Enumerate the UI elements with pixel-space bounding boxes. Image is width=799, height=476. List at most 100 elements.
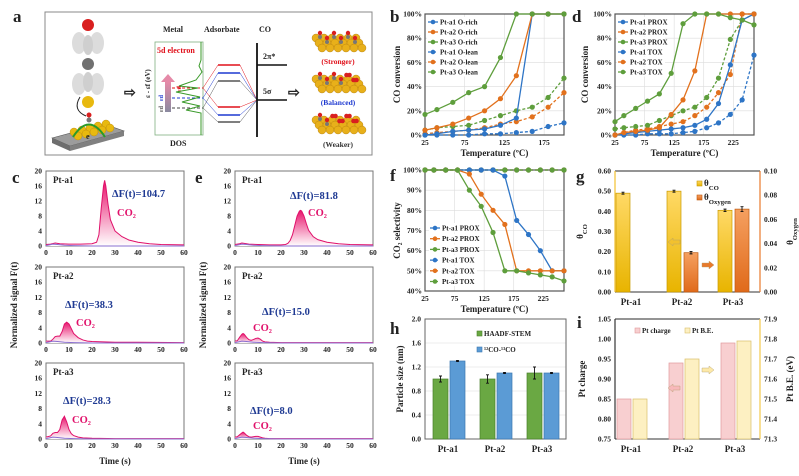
data-point bbox=[680, 108, 686, 114]
co-oxygen bbox=[338, 76, 344, 82]
error-bar bbox=[456, 359, 459, 363]
data-point bbox=[537, 268, 543, 274]
y-axis-label: θCO bbox=[575, 224, 589, 239]
gold-atom bbox=[357, 43, 367, 53]
x-axis-label: Temperature (ºC) bbox=[461, 304, 529, 314]
gold-atom bbox=[105, 123, 115, 133]
panel-label-f: f bbox=[390, 166, 396, 185]
legend-marker bbox=[620, 49, 626, 55]
data-point bbox=[481, 108, 488, 114]
bar bbox=[632, 398, 648, 440]
data-point bbox=[612, 132, 618, 138]
data-point bbox=[561, 278, 567, 284]
data-point bbox=[422, 111, 428, 118]
x-tick-label: 10 bbox=[254, 248, 262, 257]
subplot-label: Pt-a3 bbox=[242, 367, 263, 377]
x-tick-label: 60 bbox=[369, 248, 377, 257]
y-tick-label: 12 bbox=[224, 197, 232, 206]
o2-atom bbox=[347, 113, 352, 119]
x-tick-label: 30 bbox=[300, 345, 308, 354]
y-tick-label: 0% bbox=[411, 131, 422, 140]
adsorption-clusters bbox=[311, 30, 367, 135]
legend-bg bbox=[617, 37, 665, 47]
legend-swatch bbox=[476, 330, 483, 337]
panel-h-chart: 0.0 0.4 0.8 1.2 1.6 2.0 Particle size (nm) Pt-a… bbox=[395, 315, 567, 454]
x-tick-label: 50 bbox=[346, 345, 354, 354]
gold-atom bbox=[317, 43, 327, 53]
data-point bbox=[680, 129, 686, 136]
y-tick-label: 16 bbox=[224, 374, 232, 383]
data-point bbox=[692, 104, 698, 110]
x-tick-label: 125 bbox=[479, 294, 491, 303]
data-point bbox=[680, 125, 686, 131]
data-point bbox=[497, 113, 504, 119]
y-tick-label: 16 bbox=[224, 182, 232, 191]
y2-tick-label: 0.02 bbox=[764, 263, 777, 272]
legend-label-part: θ bbox=[704, 178, 709, 188]
data-point bbox=[502, 167, 508, 173]
legend-marker bbox=[430, 19, 436, 25]
data-point bbox=[668, 111, 674, 118]
eps-d-gray: εd bbox=[159, 105, 165, 112]
y2-axis-label-part: θ bbox=[785, 240, 795, 245]
data-point bbox=[621, 125, 627, 131]
legend-label: Pt-a3 TOX bbox=[442, 278, 475, 286]
y2-tick-label: 0.06 bbox=[764, 215, 777, 224]
y-tick-label: 0 bbox=[38, 339, 42, 348]
series-line bbox=[425, 122, 565, 136]
left-arrow-icon bbox=[667, 383, 681, 393]
data-point bbox=[668, 121, 674, 127]
y-tick-label: 16 bbox=[35, 374, 43, 383]
legend-swatch bbox=[476, 346, 483, 353]
y-tick-label: 50% bbox=[407, 266, 422, 275]
x-tick-label: 60 bbox=[180, 248, 188, 257]
data-point bbox=[561, 75, 567, 81]
co-carbon bbox=[346, 35, 350, 39]
legend-marker bbox=[430, 59, 436, 65]
y-tick-label: 40% bbox=[407, 287, 422, 296]
5d-electron-label: 5d electron bbox=[157, 46, 195, 55]
signal-line bbox=[234, 436, 373, 440]
subplot-pt-a2: 0 4 8 12 16 20 0 10 20 30 40 50 60 Pt-a2 ΔF(t)=38.3 CO₂ bbox=[35, 263, 189, 355]
x-tick-label: 225 bbox=[728, 138, 740, 147]
data-point bbox=[727, 36, 733, 43]
error-bar bbox=[486, 374, 489, 384]
y-tick-label: 0.40 bbox=[598, 207, 611, 216]
y2-tick-label: 0.08 bbox=[764, 191, 777, 200]
legend-label: ¹²CO-¹³CO bbox=[484, 346, 516, 354]
x-tick-label: 10 bbox=[65, 248, 73, 257]
data-point bbox=[727, 111, 733, 118]
orbital-lobe bbox=[90, 32, 104, 54]
data-point bbox=[478, 167, 484, 173]
category-label: Pt-a3 bbox=[723, 297, 744, 307]
data-point bbox=[692, 113, 698, 119]
gold-atom bbox=[349, 125, 359, 135]
co-heading: CO bbox=[259, 25, 271, 34]
error-bar bbox=[723, 208, 727, 212]
data-point bbox=[490, 207, 496, 213]
data-point bbox=[529, 128, 535, 134]
correlation-lines bbox=[202, 64, 258, 108]
data-point bbox=[422, 127, 428, 133]
gold-atom bbox=[81, 129, 91, 139]
y-tick-label: 0.8 bbox=[412, 387, 422, 396]
gold-atom bbox=[357, 84, 367, 94]
platinum-atom bbox=[82, 96, 94, 108]
x-tick-label: 10 bbox=[65, 345, 73, 354]
data-point bbox=[537, 248, 543, 254]
x-tick-label: 40 bbox=[323, 248, 331, 257]
co-oxygen bbox=[324, 117, 330, 123]
co-carbon bbox=[318, 117, 322, 121]
adsorbate-levels bbox=[202, 64, 258, 123]
o2-atom bbox=[340, 118, 345, 124]
data-point bbox=[497, 54, 504, 61]
data-point bbox=[525, 231, 532, 238]
x-tick-label: 75 bbox=[641, 138, 649, 147]
y-tick-label: 0.85 bbox=[598, 395, 611, 404]
co-carbon bbox=[325, 122, 329, 126]
legend-bg bbox=[429, 244, 477, 254]
x-tick-label: 25 bbox=[421, 138, 429, 147]
x-tick-label: 0 bbox=[44, 345, 48, 354]
legend-marker bbox=[432, 236, 438, 241]
data-point bbox=[739, 11, 745, 17]
